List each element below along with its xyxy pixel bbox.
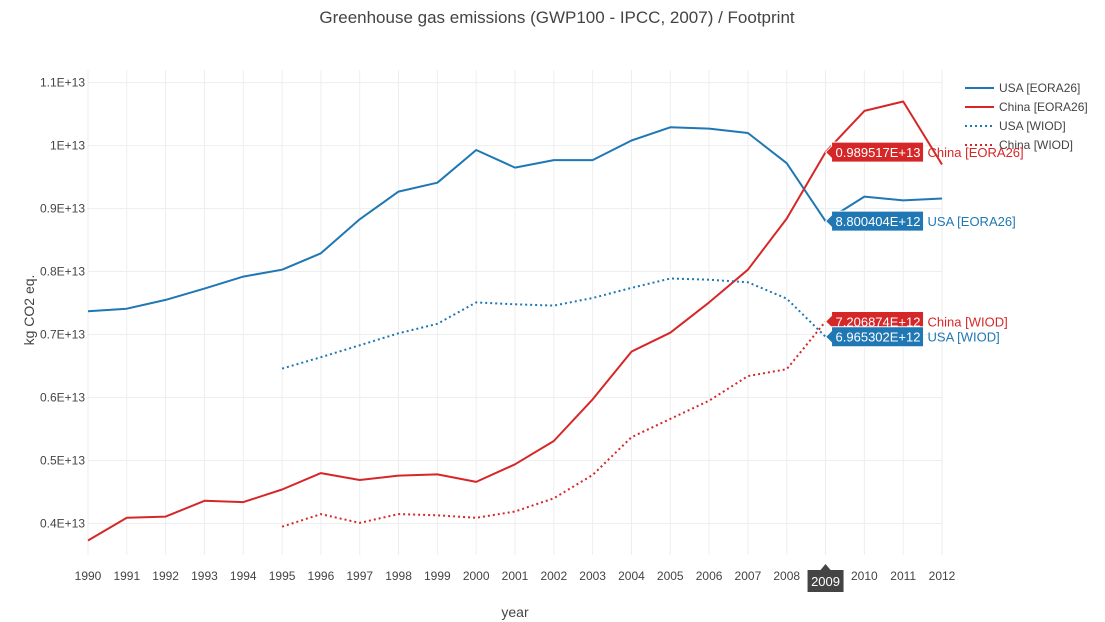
y-axis-title: kg CO2 eq. — [21, 275, 37, 346]
x-tick-label: 2011 — [890, 569, 916, 583]
x-tick-label: 1999 — [424, 569, 451, 583]
legend-item[interactable]: USA [WIOD] — [965, 119, 1066, 133]
hover-series-name: USA [WIOD] — [928, 330, 1000, 345]
x-axis-ticks: 1990 1991 1992 1993 1994 1995 1996 1997 1998 1999… — [75, 569, 956, 583]
x-tick-label: 2008 — [773, 569, 800, 583]
legend-label: China [EORA26] — [999, 100, 1088, 114]
y-tick-label: 1E+13 — [50, 139, 85, 153]
x-axis-title: year — [501, 604, 529, 620]
series-line-0[interactable] — [87, 126, 943, 313]
hover-box — [824, 141, 925, 163]
legend-label: USA [WIOD] — [999, 119, 1066, 133]
legend-item[interactable]: China [EORA26] — [965, 100, 1088, 114]
x-tick-label: 1992 — [152, 569, 179, 583]
y-axis-ticks: 0.4E+13 0.5E+13 0.6E+13 0.7E+13 0.8E+13 0.9E+… — [40, 76, 85, 531]
y-tick-label: 0.7E+13 — [40, 328, 85, 342]
legend-label: China [WIOD] — [999, 138, 1073, 152]
x-tick-label: 1998 — [385, 569, 412, 583]
x-tick-label: 2004 — [618, 569, 645, 583]
x-tick-label: 1991 — [113, 569, 140, 583]
legend-item[interactable]: China [WIOD] — [965, 138, 1073, 152]
x-tick-label: 1996 — [308, 569, 335, 583]
series-line-1[interactable] — [87, 100, 943, 542]
hover-value: 6.965302E+12 — [836, 330, 921, 345]
x-tick-label: 1993 — [191, 569, 218, 583]
hover-value: 7.206874E+12 — [836, 315, 921, 330]
hover-x-label: 2009 — [807, 564, 844, 592]
x-tick-label: 2003 — [579, 569, 606, 583]
y-tick-label: 0.9E+13 — [40, 202, 85, 216]
grid — [87, 70, 943, 555]
y-tick-label: 0.6E+13 — [40, 391, 85, 405]
legend-item[interactable]: USA [EORA26] — [965, 81, 1080, 95]
y-tick-label: 0.5E+13 — [40, 454, 85, 468]
hover-value: 0.989517E+13 — [836, 145, 921, 160]
x-tick-label: 2001 — [502, 569, 529, 583]
hover-series-name: China [WIOD] — [928, 315, 1008, 330]
x-tick-label: 1990 — [75, 569, 102, 583]
x-tick-label: 1997 — [346, 569, 373, 583]
hover-box — [824, 210, 925, 232]
x-tick-label: 2007 — [735, 569, 762, 583]
hover-label-0: 0.989517E+13 China [EORA26] — [824, 141, 1024, 163]
x-tick-label: 2002 — [540, 569, 567, 583]
x-tick-label: 2010 — [851, 569, 878, 583]
hover-label-1: 8.800404E+12 USA [EORA26] — [824, 210, 1016, 232]
hover-label-3: 6.965302E+12 USA [WIOD] — [824, 326, 1000, 348]
y-tick-label: 1.1E+13 — [40, 76, 85, 90]
hover-x-value: 2009 — [811, 574, 840, 589]
legend[interactable]: USA [EORA26] China [EORA26] USA [WIOD] Chin… — [965, 81, 1088, 152]
chart-title: Greenhouse gas emissions (GWP100 - IPCC,… — [319, 8, 795, 27]
x-tick-label: 1995 — [269, 569, 296, 583]
x-tick-label: 2012 — [929, 569, 956, 583]
y-tick-label: 0.4E+13 — [40, 517, 85, 531]
hover-value: 8.800404E+12 — [836, 214, 921, 229]
series-lines — [87, 100, 943, 542]
legend-label: USA [EORA26] — [999, 81, 1080, 95]
hover-series-name: USA [EORA26] — [928, 214, 1016, 229]
x-tick-label: 2005 — [657, 569, 684, 583]
hover-x-box — [807, 564, 844, 592]
hover-box — [824, 326, 925, 348]
x-tick-label: 2000 — [463, 569, 490, 583]
hover-labels: 0.989517E+13 China [EORA26] 8.800404E+12 US… — [807, 141, 1024, 592]
x-tick-label: 2006 — [696, 569, 723, 583]
x-tick-label: 1994 — [230, 569, 257, 583]
hover-series-name: China [EORA26] — [928, 145, 1024, 160]
y-tick-label: 0.8E+13 — [40, 265, 85, 279]
